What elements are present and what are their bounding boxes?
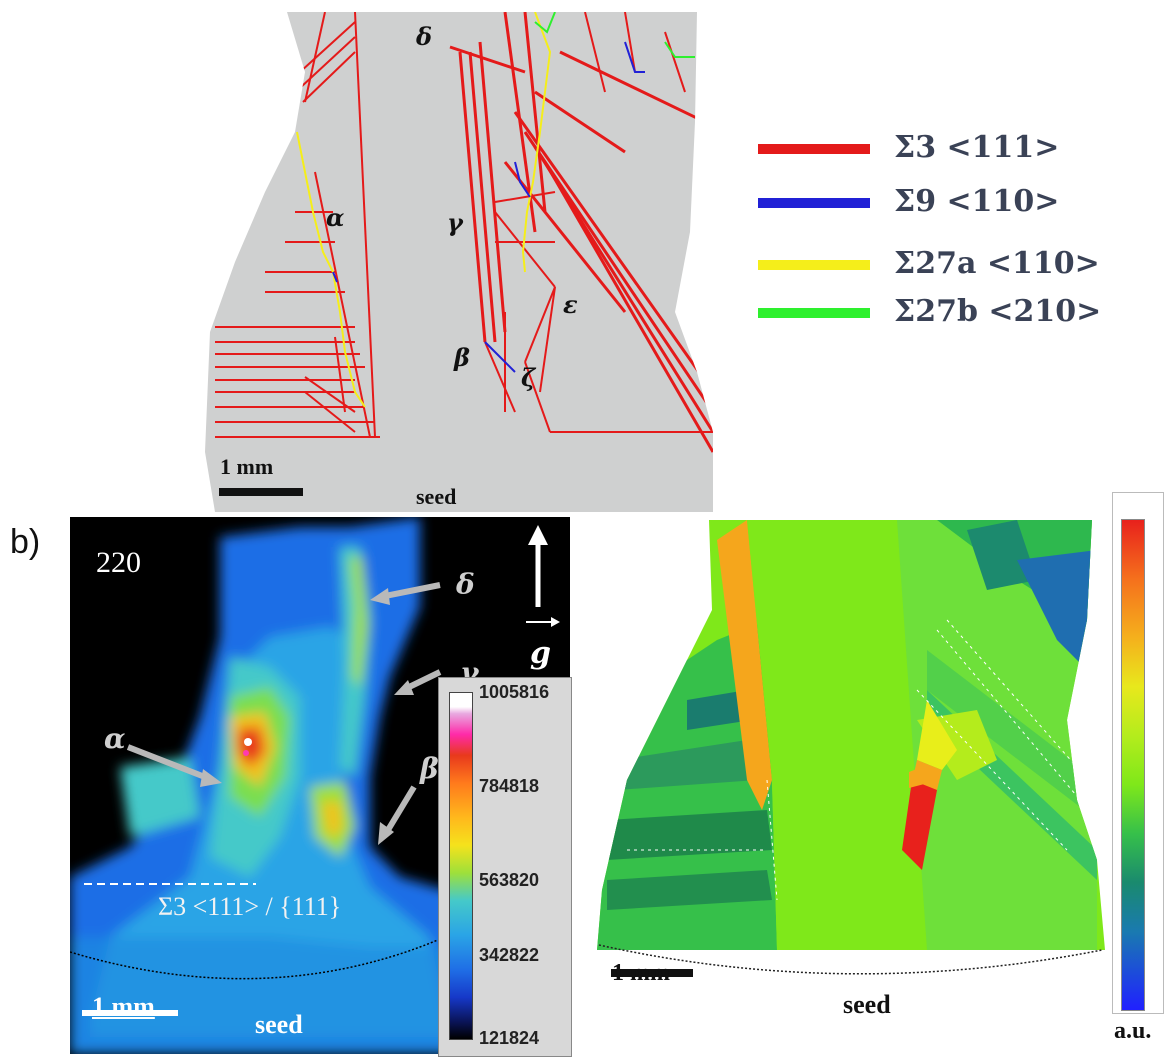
panel-a-scale-label: 1 mm xyxy=(220,454,274,479)
panel-a-marker-epsilon: ε xyxy=(563,290,578,319)
panel-b-colorbar-tick-2: 563820 xyxy=(479,870,540,890)
panel-b-g-vector: g xyxy=(530,636,551,671)
legend-label-sigma27a: Σ27a <110> xyxy=(894,246,1100,281)
panel-a-marker-alpha: α xyxy=(326,203,345,232)
panel-b-colorbar: 1005816 784818 563820 342822 121824 xyxy=(438,677,572,1057)
legend-swatch-sigma3 xyxy=(758,144,870,154)
panel-a-seed-label: seed xyxy=(416,484,457,509)
panel-b-letter: b) xyxy=(10,523,41,561)
panel-b-marker-alpha: α xyxy=(104,722,126,755)
panel-a-marker-delta: δ xyxy=(416,22,433,51)
panel-c-colorbar-gradient xyxy=(1121,519,1145,1011)
panel-b-colorbar-tick-1: 784818 xyxy=(479,776,540,796)
panel-b-colorbar-gradient xyxy=(449,692,473,1040)
panel-b-colorbar-tick-0: 1005816 xyxy=(479,682,550,702)
panel-b-scale-label: 1 mm xyxy=(92,992,155,1021)
panel-b-colorbar-tick-4: 121824 xyxy=(479,1028,540,1048)
panel-b-colorbar-tick-3: 342822 xyxy=(479,945,540,965)
panel-b-seed-label: seed xyxy=(255,1010,303,1039)
panel-a-marker-beta: β xyxy=(454,343,470,372)
panel-c-colorbar-unit: a.u. xyxy=(1114,1018,1152,1044)
panel-b-boundary-label: Σ3 <111> / {111} xyxy=(158,892,342,921)
panel-a-marker-gamma: γ xyxy=(447,208,463,237)
panel-b-marker-beta: β xyxy=(420,752,439,785)
legend-label-sigma9: Σ9 <110> xyxy=(894,184,1060,219)
panel-c-seed-label: seed xyxy=(843,990,891,1019)
legend-label-sigma27b: Σ27b <210> xyxy=(894,294,1102,329)
panel-c-orientation-map xyxy=(597,520,1117,1000)
legend-label-sigma3: Σ3 <111> xyxy=(894,130,1060,165)
legend-swatch-sigma9 xyxy=(758,198,870,208)
legend-swatch-sigma27b xyxy=(758,308,870,318)
panel-a-marker-zeta: ζ xyxy=(521,363,536,392)
panel-c-colorbar xyxy=(1112,492,1164,1014)
legend-swatch-sigma27a xyxy=(758,260,870,270)
panel-b-reflection-label: 220 xyxy=(96,546,141,579)
panel-a-ebsd-map xyxy=(205,12,713,512)
panel-c-scale-label: 1 mm xyxy=(612,960,670,986)
panel-b-marker-delta: δ xyxy=(456,568,475,601)
